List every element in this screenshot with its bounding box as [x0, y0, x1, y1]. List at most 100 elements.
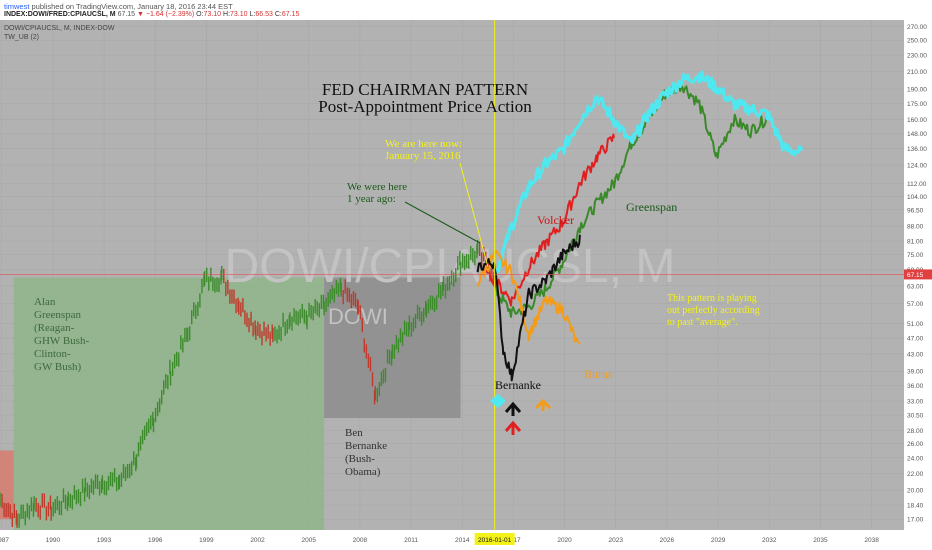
author-link[interactable]: timwest — [4, 2, 30, 11]
price-tick-label: 39.00 — [907, 369, 924, 376]
price-tick-label: 43.00 — [907, 351, 924, 358]
price-tick-label: 148.00 — [907, 131, 927, 138]
price-tick-label: 18.40 — [907, 503, 924, 510]
greenspan-zone-line: Greenspan — [34, 309, 82, 321]
last-price: 67.15 — [117, 11, 136, 18]
price-tick-label: 22.00 — [907, 471, 924, 478]
current-price-badge — [904, 269, 932, 280]
current-price-label: 67.15 — [907, 272, 924, 279]
time-tick-label: 2035 — [813, 537, 828, 544]
bernanke-zone-line: Ben — [345, 427, 363, 439]
price-tick-label: 81.00 — [907, 239, 924, 246]
chart-canvas[interactable]: DOWI/CPIAUCSL, M DOWI DOWI/CPIAUCSL, M, … — [0, 20, 932, 550]
time-tick-label: 2026 — [660, 537, 675, 544]
bernanke-label: Bernanke — [495, 378, 541, 392]
time-axis-background — [0, 530, 932, 550]
greenspan-zone-line: GHW Bush- — [34, 335, 89, 347]
time-tick-label: 2014 — [455, 537, 470, 544]
time-highlight-badge — [474, 533, 515, 545]
price-tick-label: 47.00 — [907, 335, 924, 342]
price-tick-label: 250.00 — [907, 38, 927, 45]
price-tick-label: 28.00 — [907, 428, 924, 435]
greenspan-label: Greenspan — [626, 200, 677, 214]
bernanke-zone-line: (Bush- — [345, 453, 375, 465]
time-tick-label: 2023 — [609, 537, 624, 544]
early-red-zone — [0, 450, 14, 520]
arrow-markers — [490, 394, 552, 435]
chart-header: timwest published on TradingView.com, Ja… — [0, 0, 932, 20]
price-tick-label: 112.00 — [907, 181, 927, 188]
time-tick-label: 2032 — [762, 537, 777, 544]
high-label: H: — [223, 11, 231, 18]
open-label: O: — [196, 11, 204, 18]
year-ago-pointer — [404, 201, 481, 244]
price-tick-label: 24.00 — [907, 455, 924, 462]
cyan-diamond-marker — [490, 394, 506, 408]
high-value: H:73.10 — [223, 11, 248, 18]
price-tick-label: 270.00 — [907, 24, 927, 31]
price-tick-label: 104.00 — [907, 194, 927, 201]
greenspan-zone-line: Alan — [34, 296, 56, 308]
price-tick-label: 20.00 — [907, 488, 924, 495]
time-tick-label: 1987 — [0, 537, 9, 544]
greenspan-zone-line: (Reagan- — [34, 322, 75, 334]
bernanke-zone-line: Obama) — [345, 466, 381, 478]
publish-info: timwest published on TradingView.com, Ja… — [4, 2, 233, 11]
pattern-note-1: This pattern is playing — [667, 293, 757, 304]
price-axis-background — [904, 20, 932, 550]
publish-text: published on TradingView.com, January 18… — [31, 2, 233, 11]
volcker-label: Volcker — [537, 213, 574, 227]
series-line-cyan — [493, 70, 804, 283]
close-number: 67.15 — [281, 11, 300, 18]
time-tick-label: 1999 — [199, 537, 214, 544]
price-tick-label: 190.00 — [907, 87, 927, 94]
price-tick-label: 17.00 — [907, 517, 924, 524]
legend-indicator[interactable]: TW_UB (2) — [4, 34, 39, 41]
here-now-pointer — [459, 162, 489, 268]
orange-arrow-icon — [534, 398, 552, 411]
series-layer — [0, 70, 804, 528]
time-axis[interactable]: 1987 1990 1993 1996 1999 2002 2005 2008 2011 2014… — [0, 530, 932, 550]
legend-series[interactable]: DOWI/CPIAUCSL, M, INDEX-DOW — [4, 25, 115, 32]
price-tick-label: 75.00 — [907, 252, 924, 259]
price-tick-label: 88.00 — [907, 224, 924, 231]
chart-title: FED CHAIRMAN PATTERN — [322, 80, 528, 99]
time-tick-label: 1996 — [148, 537, 163, 544]
price-tick-label: 33.00 — [907, 399, 924, 406]
greenspan-zone-line: Clinton- — [34, 348, 71, 360]
year-ago-label-2: 1 year ago: — [347, 193, 396, 205]
time-highlight-label: 2016-01-01 — [478, 537, 512, 544]
price-tick-label: 160.00 — [907, 117, 927, 124]
low-number: 66.53 — [255, 11, 273, 18]
series-line-green — [493, 82, 769, 318]
time-tick-label: 2002 — [250, 537, 265, 544]
time-tick-label: 1993 — [97, 537, 112, 544]
time-tick-label: 2005 — [301, 537, 316, 544]
open-value: O:73.10 — [196, 11, 221, 18]
price-tick-label: 57.00 — [907, 301, 924, 308]
chart-subtitle: Post-Appointment Price Action — [318, 97, 532, 116]
price-tick-label: 26.00 — [907, 441, 924, 448]
here-now-label-1: We are here now: — [385, 138, 462, 150]
price-tick-label: 124.00 — [907, 163, 927, 170]
greenspan-zone — [13, 277, 325, 530]
high-number: 73.10 — [230, 11, 248, 18]
price-tick-label: 210.00 — [907, 69, 927, 76]
greenspan-zone-line: GW Bush) — [34, 361, 81, 373]
symbol-name: INDEX:DOWI/FRED:CPIAUCSL, M — [4, 11, 116, 18]
price-tick-label: 175.00 — [907, 101, 927, 108]
close-value: C:67.15 — [275, 11, 300, 18]
time-tick-label: 2038 — [864, 537, 879, 544]
series-line-red — [485, 133, 615, 307]
price-axis[interactable]: 270.00 250.00 230.00 210.00 190.00 175.00 160.… — [904, 20, 932, 550]
pattern-note-2: out perfectly according — [667, 305, 760, 316]
price-tick-label: 136.00 — [907, 146, 927, 153]
time-tick-label: 2020 — [557, 537, 572, 544]
burns-label: Burns — [584, 367, 613, 381]
time-tick-label: 1990 — [46, 537, 61, 544]
open-number: 73.10 — [203, 11, 222, 18]
pattern-note-3: to past "average". — [667, 317, 738, 328]
year-ago-label-1: We were here — [347, 181, 407, 193]
